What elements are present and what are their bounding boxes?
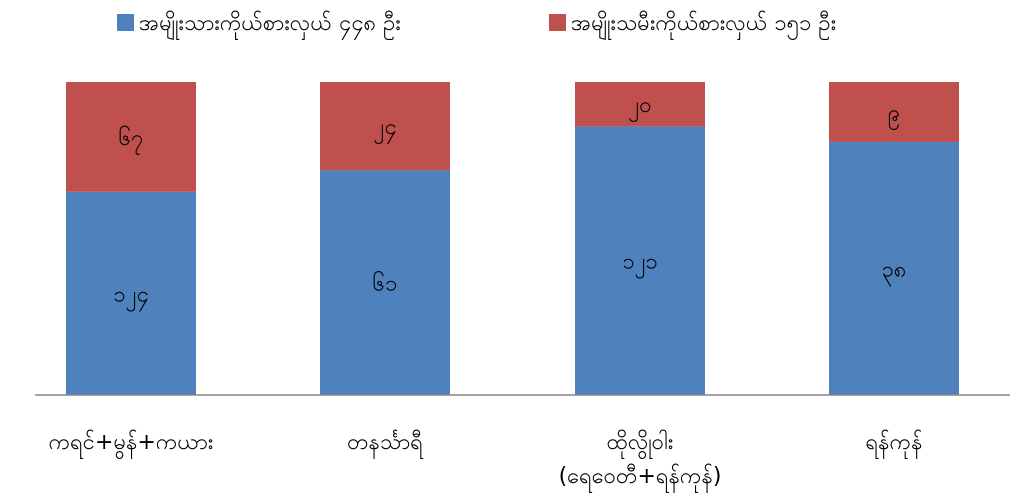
category-label-3: ထိုလွိုဝါး xyxy=(607,429,674,460)
data-label-female-1: ၆၇ xyxy=(119,125,144,155)
category-label-4: ရန်ကုန် xyxy=(866,429,923,459)
data-label-female-3: ၂၀ xyxy=(628,93,651,122)
bar-segment-female-4 xyxy=(829,82,959,142)
category-label-2: တနင်္သာရီ xyxy=(347,429,423,459)
bar-segment-female-1 xyxy=(66,82,196,192)
bar-segment-male-3 xyxy=(575,126,705,396)
bar-segment-male-1 xyxy=(66,191,196,395)
category-label-3-line-2: (ရေဝေတီ+ရန်ကုန်) xyxy=(559,463,722,493)
data-label-female-2: ၂၄ xyxy=(373,115,396,144)
category-label-1: ကရင်+မွန်+ကယား xyxy=(49,429,214,460)
legend: အမျိုးသားကိုယ်စားလှယ် ၄၄၈ ဦး အမျိုးသမီးကိ… xyxy=(117,10,836,41)
legend-swatch-female xyxy=(549,14,566,31)
legend-label-female: အမျိုးသမီးကိုယ်စားလှယ် ၁၅၁ ဦး xyxy=(571,10,836,41)
data-label-male-3: ၁၂၁ xyxy=(622,250,658,279)
data-label-female-4: ၉ xyxy=(888,101,900,130)
bar-segment-female-3 xyxy=(575,82,705,127)
legend-label-male: အမျိုးသားကိုယ်စားလှယ် ၄၄၈ ဦး xyxy=(139,10,401,41)
bar-segment-male-4 xyxy=(829,141,959,395)
data-label-male-4: ၃၈ xyxy=(882,257,907,286)
category-labels: ကရင်+မွန်+ကယား တနင်္သာရီ ထိုလွိုဝါး(ရေဝေတီ… xyxy=(49,429,923,493)
data-label-male-2: ၆၁ xyxy=(373,271,398,297)
bar-segment-male-2 xyxy=(320,170,450,395)
legend-swatch-male xyxy=(117,14,134,31)
data-label-male-1: ၁၂၄ xyxy=(113,282,149,311)
bar-segment-female-2 xyxy=(320,82,450,171)
